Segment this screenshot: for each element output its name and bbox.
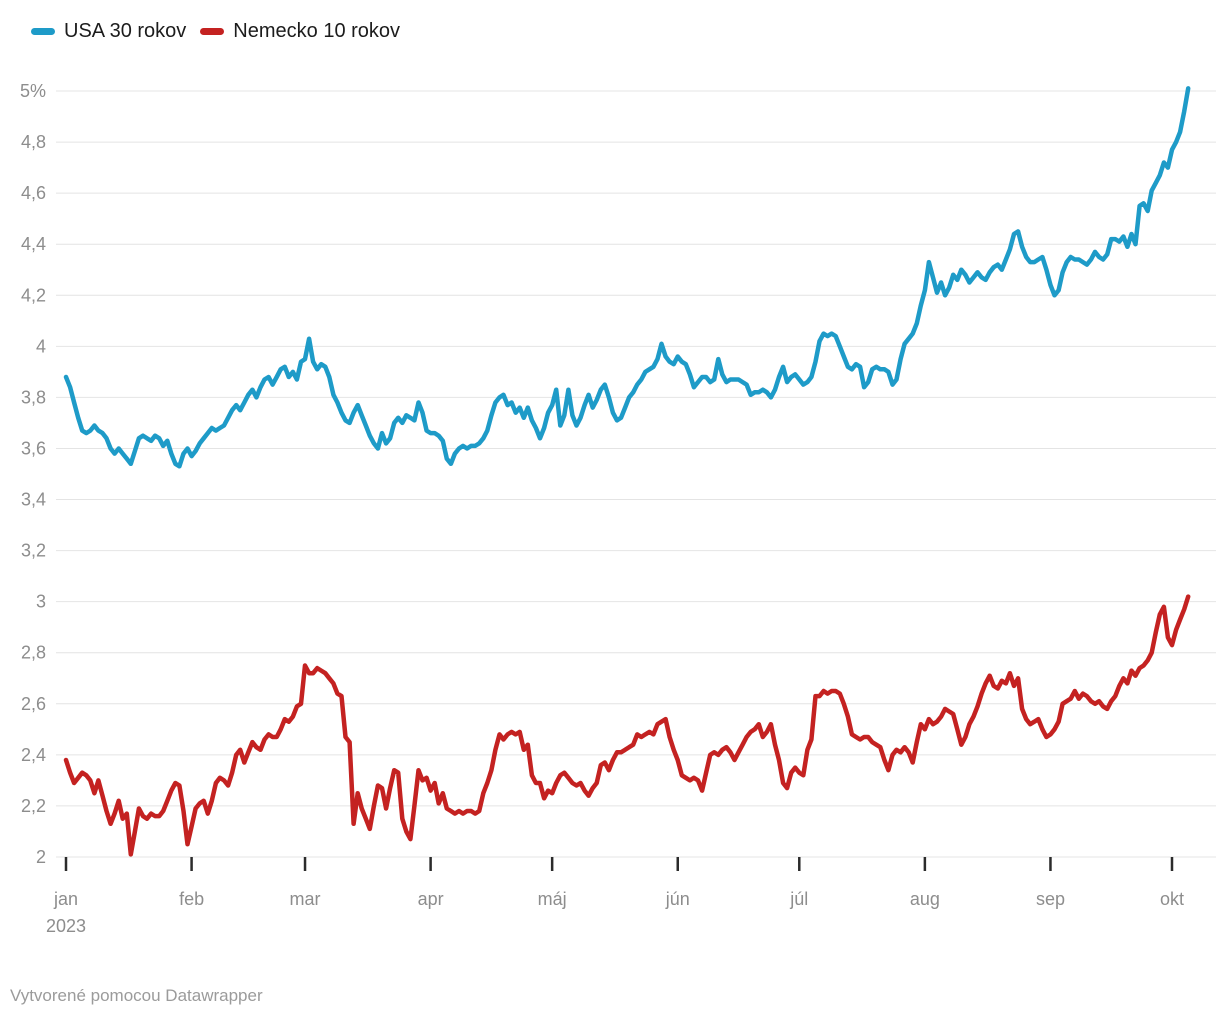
y-axis-label: 3,2 bbox=[21, 541, 46, 561]
series-line-germany-10y bbox=[63, 594, 1191, 857]
y-axis-label: 2,4 bbox=[21, 745, 46, 765]
y-axis-label: 4,8 bbox=[21, 132, 46, 152]
y-axis-label: 3,6 bbox=[21, 438, 46, 458]
y-axis-label: 2,6 bbox=[21, 694, 46, 714]
y-axis-label: 2 bbox=[36, 847, 46, 867]
y-axis-label: 2,2 bbox=[21, 796, 46, 816]
y-axis-label: 4,4 bbox=[21, 234, 46, 254]
y-axis-label: 3 bbox=[36, 592, 46, 612]
series-line-usa-30y bbox=[63, 86, 1191, 469]
x-axis-label: júl bbox=[789, 889, 808, 909]
legend-label-usa-30-rokov: USA 30 rokov bbox=[64, 20, 187, 42]
x-axis-label: feb bbox=[179, 889, 204, 909]
x-axis-label: sep bbox=[1036, 889, 1065, 909]
x-axis-label: mar bbox=[290, 889, 321, 909]
x-axis-label: jan bbox=[53, 889, 78, 909]
x-axis-label: okt bbox=[1160, 889, 1184, 909]
legend-item-nemecko-10-rokov: Nemecko 10 rokov bbox=[200, 18, 400, 44]
x-axis-label: máj bbox=[538, 889, 567, 909]
legend-item-usa-30-rokov: USA 30 rokov bbox=[31, 18, 186, 44]
x-axis-label: aug bbox=[910, 889, 940, 909]
x-axis-year-label: 2023 bbox=[46, 916, 86, 936]
datawrapper-attribution: Vytvorené pomocou Datawrapper bbox=[10, 986, 263, 1005]
y-axis-label: 3,4 bbox=[21, 490, 46, 510]
legend-label-nemecko-10-rokov: Nemecko 10 rokov bbox=[233, 20, 401, 42]
y-axis-label: 3,8 bbox=[21, 387, 46, 407]
legend-swatch-red bbox=[200, 27, 225, 35]
y-axis-label: 4,2 bbox=[21, 285, 46, 305]
legend: USA 30 rokov Nemecko 10 rokov bbox=[31, 18, 400, 44]
y-axis-label: 5% bbox=[20, 81, 46, 101]
legend-swatch-blue bbox=[31, 27, 55, 35]
y-axis-label: 4,6 bbox=[21, 183, 46, 203]
y-axis-label: 2,8 bbox=[21, 643, 46, 663]
x-axis-label: jún bbox=[665, 889, 690, 909]
y-axis-label: 4 bbox=[36, 336, 46, 356]
x-axis-label: apr bbox=[418, 889, 444, 909]
